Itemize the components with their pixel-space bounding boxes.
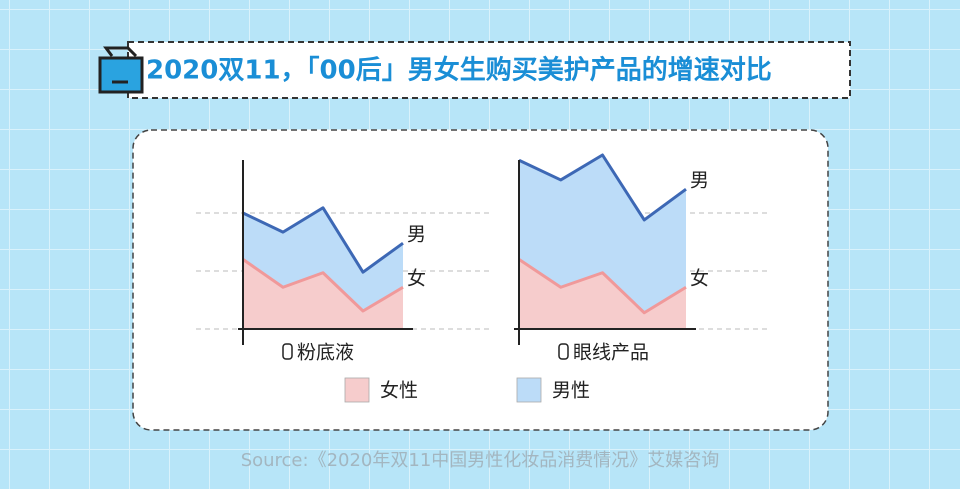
title: 2020双11，「00后」男女生购买美护产品的增速对比 (146, 55, 772, 86)
area (519, 259, 686, 329)
icon (558, 343, 569, 360)
line (242, 206, 404, 274)
legend-label: 女性 (380, 380, 418, 402)
icon (282, 343, 293, 360)
series-label: 女 (407, 268, 426, 290)
panel (132, 129, 829, 431)
x-axis-label: 粉底液 (297, 342, 354, 364)
bag-icon (98, 46, 144, 94)
series-label: 男 (407, 224, 426, 246)
area (519, 155, 686, 313)
series-label: 男 (690, 170, 709, 192)
source: Source:《2020年双11中国男性化妆品消费情况》艾媒咨询 (241, 450, 720, 471)
title-box (127, 41, 851, 99)
line (242, 258, 404, 313)
legend-swatch (516, 377, 542, 403)
line (518, 153, 687, 222)
line (518, 258, 687, 315)
legend-label: 男性 (552, 380, 590, 402)
legend-swatch (344, 377, 370, 403)
x-axis-label: 眼线产品 (573, 342, 649, 364)
series-label: 女 (690, 268, 709, 290)
